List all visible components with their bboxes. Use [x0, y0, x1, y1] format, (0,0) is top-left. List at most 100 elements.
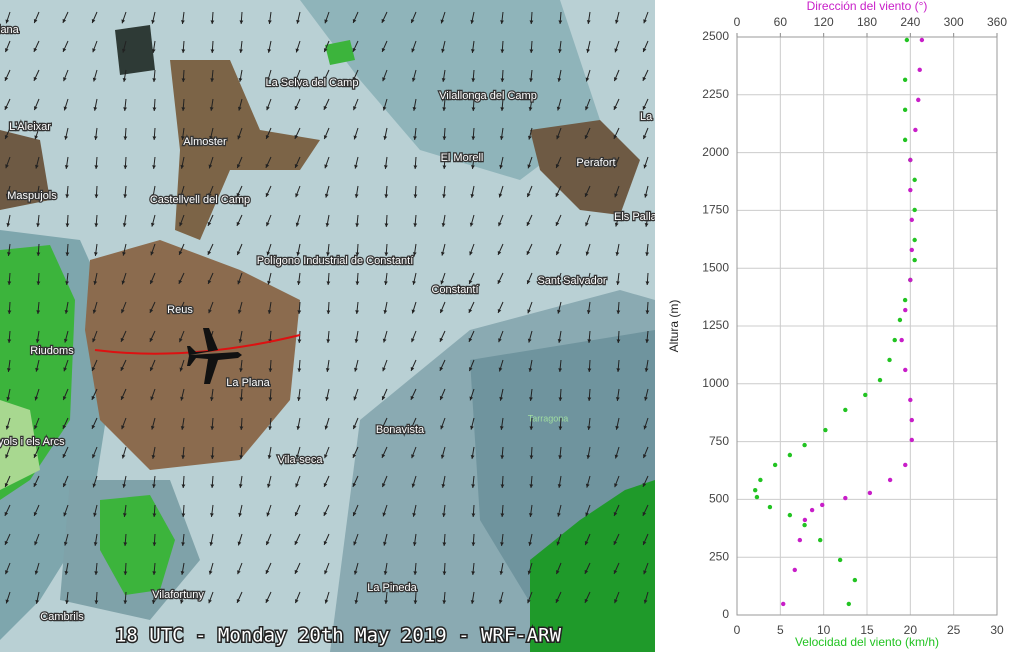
data-point: [863, 392, 868, 398]
data-point: [787, 512, 793, 518]
wind-arrow-head: [412, 107, 417, 111]
wind-arrow-head: [412, 252, 417, 256]
y-tick-label: 2250: [702, 87, 729, 101]
wind-arrow-head: [35, 339, 40, 343]
wind-arrow-head: [94, 571, 99, 575]
wind-arrow-head: [151, 49, 156, 53]
wind-arrow-head: [237, 280, 241, 285]
wind-arrow-head: [122, 483, 127, 488]
wind-arrow-head: [642, 541, 647, 545]
data-point: [904, 37, 910, 43]
wind-arrow-head: [326, 339, 331, 343]
wind-zone-strong: [325, 40, 355, 65]
wind-arrow-head: [267, 455, 272, 459]
wind-arrow-head: [209, 135, 213, 140]
wind-arrow-head: [323, 76, 328, 81]
wind-arrow-head: [645, 281, 650, 285]
wind-arrow-head: [529, 49, 534, 53]
wind-arrow-head: [121, 309, 125, 314]
wind-arrow-head: [152, 542, 157, 546]
wind-arrow-head: [63, 338, 68, 343]
wind-arrow-head: [7, 339, 12, 343]
wind-arrow-head: [441, 483, 446, 488]
wind-arrow-head: [585, 222, 589, 227]
wind-arrow-head: [122, 78, 127, 82]
wind-arrow-head: [354, 194, 359, 198]
wind-arrow-head: [584, 569, 589, 574]
wind-arrow-head: [236, 598, 241, 603]
wind-arrow-head: [584, 134, 589, 139]
wind-arrow-head: [499, 396, 504, 401]
wind-arrow-head: [354, 164, 358, 169]
data-point: [909, 437, 914, 443]
wind-arrow-head: [151, 455, 156, 459]
wind-arrow-head: [294, 105, 299, 110]
wind-arrow-head: [411, 309, 416, 314]
wind-arrow-head: [297, 339, 302, 343]
data-point: [887, 477, 893, 483]
x2-axis-label: Dirección del viento (°): [807, 0, 928, 13]
data-point: [877, 377, 883, 383]
data-point: [908, 277, 913, 283]
wind-arrow-head: [383, 571, 388, 575]
wind-arrow-head: [527, 309, 531, 314]
wind-arrow-head: [441, 223, 446, 227]
data-point: [797, 537, 803, 543]
wind-arrow-head: [439, 396, 444, 401]
wind-arrow-head: [500, 49, 505, 53]
wind-arrow-head: [33, 482, 38, 487]
wind-arrow-head: [121, 454, 126, 459]
wind-arrow-head: [555, 192, 560, 197]
wind-arrow-head: [585, 512, 589, 517]
wind-arrow-head: [65, 194, 70, 198]
wind-arrow-head: [326, 281, 331, 285]
wind-arrow-head: [643, 19, 647, 24]
wind-arrow-head: [526, 221, 531, 226]
wind-arrow-head: [210, 20, 215, 24]
data-point: [908, 187, 913, 193]
wind-arrow-head: [353, 135, 358, 140]
wind-arrow-head: [122, 48, 126, 53]
wind-arrow-head: [586, 454, 591, 459]
x-tick-label: 0: [734, 623, 741, 637]
wind-arrow-head: [267, 20, 272, 24]
wind-arrow-head: [642, 105, 647, 110]
wind-arrow-head: [411, 483, 416, 488]
data-point: [787, 452, 793, 458]
wind-arrow-head: [615, 19, 619, 24]
wind-arrow-head: [149, 308, 154, 313]
wind-arrow-head: [382, 106, 387, 111]
wind-arrow-head: [323, 105, 328, 110]
wind-arrow-head: [441, 78, 446, 82]
wind-arrow-head: [468, 367, 473, 372]
wind-arrow-head: [497, 250, 502, 255]
wind-arrow-head: [527, 164, 532, 169]
wind-arrow-head: [352, 453, 357, 458]
data-point: [899, 337, 904, 343]
wind-arrow-head: [325, 368, 330, 372]
wind-arrow-head: [469, 251, 473, 256]
wind-arrow-head: [613, 105, 618, 110]
place-label: yols i els Arcs: [0, 436, 65, 448]
wind-arrow-head: [355, 252, 360, 256]
data-point: [912, 177, 917, 183]
wind-arrow-head: [497, 279, 502, 284]
wind-arrow-head: [471, 107, 476, 111]
wind-arrow-head: [295, 454, 300, 459]
wind-arrow-head: [91, 424, 96, 429]
wind-arrow-head: [91, 395, 96, 400]
wind-arrow-head: [381, 47, 386, 52]
wind-arrow-head: [120, 366, 125, 371]
wind-arrow-head: [442, 513, 446, 517]
wind-arrow-head: [295, 222, 300, 227]
wind-arrow-head: [265, 598, 270, 603]
wind-arrow-head: [35, 164, 39, 169]
wind-arrow-head: [412, 512, 417, 517]
data-point: [820, 502, 825, 508]
wind-arrow-head: [469, 222, 474, 227]
wind-arrow-head: [557, 484, 562, 488]
wind-arrow-head: [439, 309, 444, 314]
wind-arrow-head: [442, 571, 447, 575]
wind-arrow-head: [237, 135, 241, 140]
wind-arrow-head: [152, 484, 156, 488]
